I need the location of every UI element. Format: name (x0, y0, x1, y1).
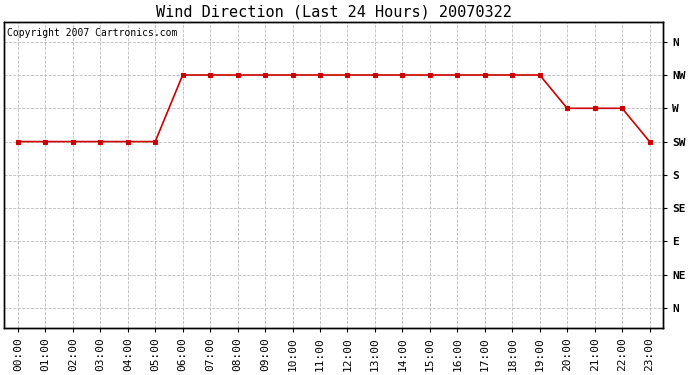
Title: Wind Direction (Last 24 Hours) 20070322: Wind Direction (Last 24 Hours) 20070322 (156, 4, 512, 19)
Text: Copyright 2007 Cartronics.com: Copyright 2007 Cartronics.com (8, 28, 178, 38)
